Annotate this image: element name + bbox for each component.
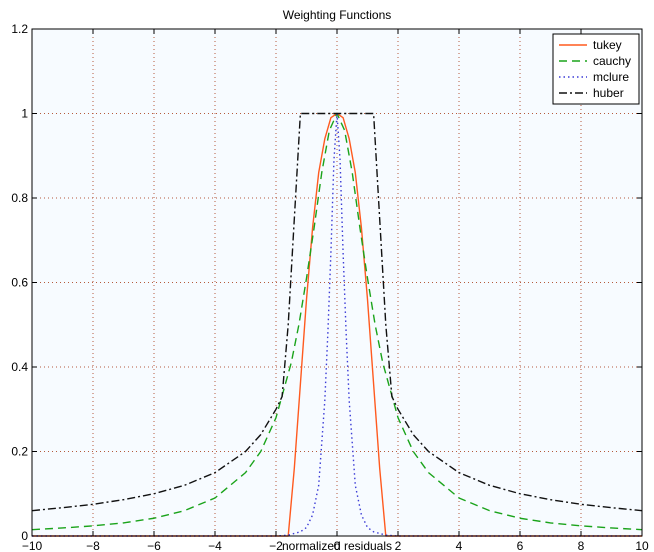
y-tick-label: 0.2 bbox=[11, 445, 28, 459]
x-tick-label: −6 bbox=[147, 539, 161, 552]
x-tick-label: 0 bbox=[334, 539, 341, 552]
x-tick-label: 4 bbox=[456, 539, 463, 552]
x-tick-label: −2 bbox=[269, 539, 283, 552]
series-layer bbox=[31, 112, 643, 537]
series-line-huber bbox=[31, 112, 643, 512]
x-tick-label: −8 bbox=[86, 539, 100, 552]
x-tick-label: 10 bbox=[635, 539, 649, 552]
x-tick-label: 6 bbox=[517, 539, 524, 552]
series-line-mclure bbox=[32, 112, 642, 537]
x-axis-ticks: −10 −8 −6 −4 −2 0 2 4 6 8 10 bbox=[22, 29, 649, 552]
y-tick-label: 0.4 bbox=[11, 360, 28, 374]
x-tick-label: −10 bbox=[22, 539, 43, 552]
y-tick-label: 0.6 bbox=[11, 276, 28, 290]
y-axis-ticks: 0 0.2 0.4 0.6 0.8 1 1.2 bbox=[11, 22, 642, 543]
chart-title: Weighting Functions bbox=[283, 8, 392, 22]
legend-label-huber: huber bbox=[593, 86, 624, 100]
x-tick-label: −4 bbox=[208, 539, 222, 552]
x-tick-label: 8 bbox=[578, 539, 585, 552]
legend-label-cauchy: cauchy bbox=[593, 54, 631, 68]
y-tick-label: 0.8 bbox=[11, 191, 28, 205]
y-tick-label: 1.2 bbox=[11, 22, 28, 36]
y-tick-label: 1 bbox=[21, 107, 28, 121]
legend: tukey cauchy mclure huber bbox=[552, 33, 640, 105]
y-tick-label: 0 bbox=[21, 529, 28, 543]
x-axis-label: normalized residuals bbox=[282, 539, 392, 552]
legend-label-mclure: mclure bbox=[593, 70, 629, 84]
x-tick-label: 2 bbox=[395, 539, 402, 552]
legend-label-tukey: tukey bbox=[593, 38, 622, 52]
